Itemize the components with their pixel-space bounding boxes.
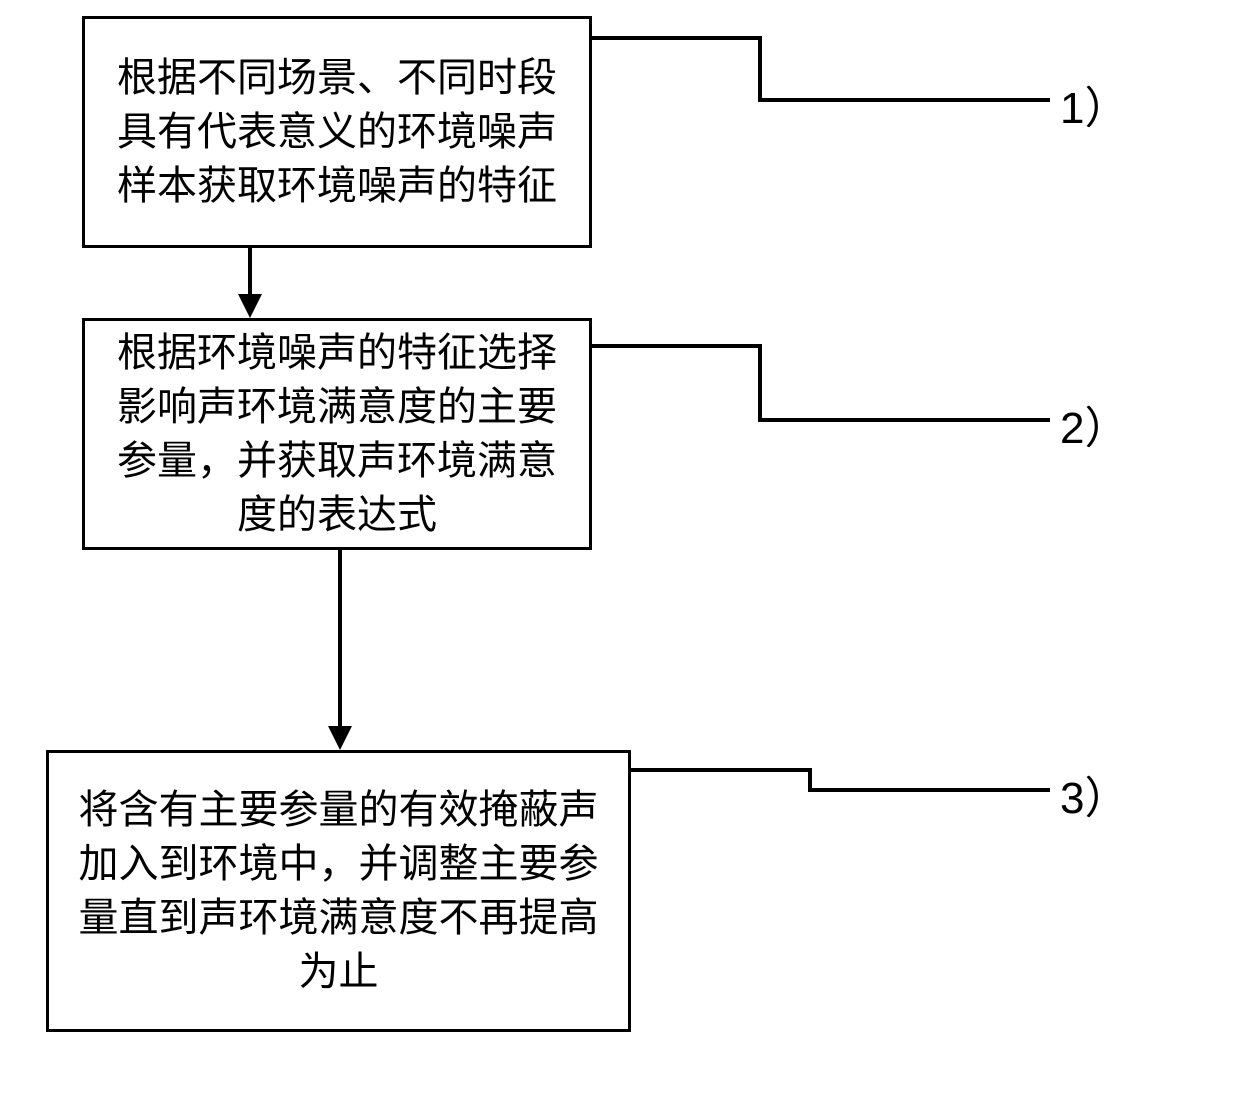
step-label-3: 3）	[1060, 762, 1128, 826]
flowchart-container: 根据不同场景、不同时段具有代表意义的环境噪声样本获取环境噪声的特征 1） 根据环…	[0, 0, 1240, 1104]
connector-3	[0, 0, 1240, 1104]
